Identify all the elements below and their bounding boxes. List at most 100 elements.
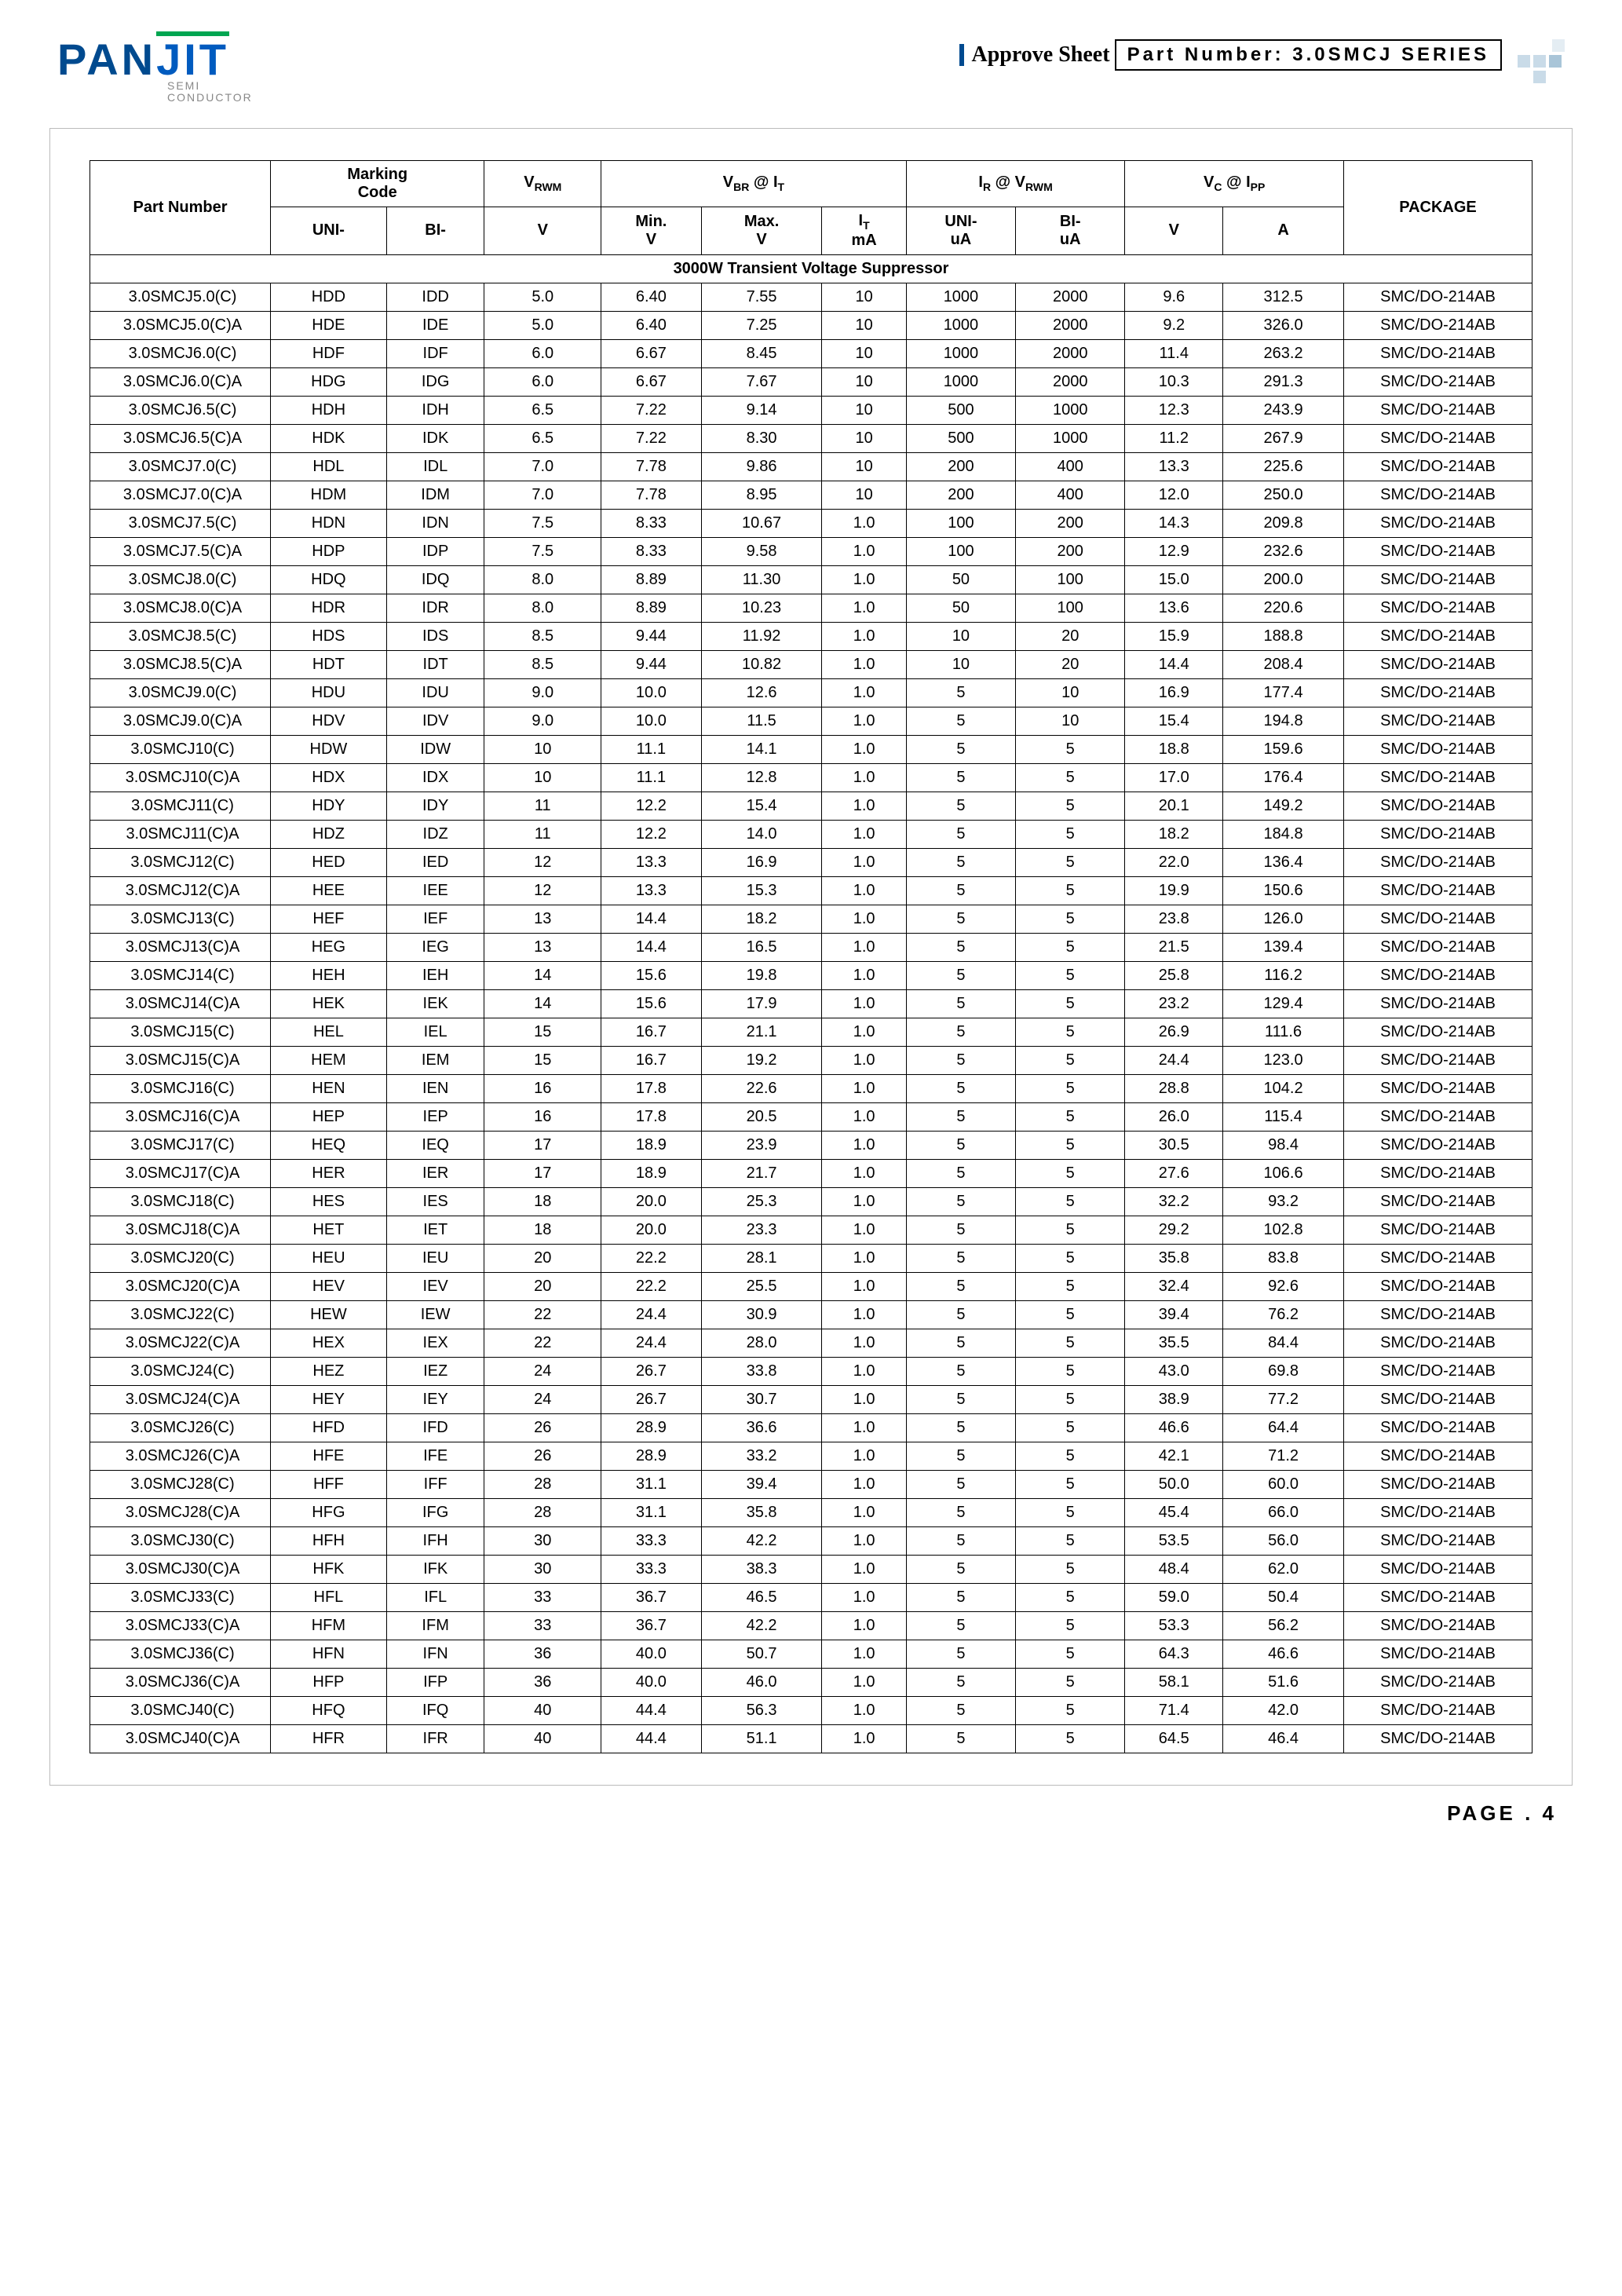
table-cell: 40.0 xyxy=(601,1640,702,1668)
table-cell: 18.2 xyxy=(1125,820,1223,848)
table-cell: HER xyxy=(271,1159,387,1187)
table-cell: SMC/DO-214AB xyxy=(1344,1385,1532,1413)
table-cell: 18.9 xyxy=(601,1159,702,1187)
table-cell: 5 xyxy=(906,1018,1015,1046)
table-row: 3.0SMCJ6.0(C)HDFIDF6.06.678.451010002000… xyxy=(90,339,1532,367)
table-cell: 200.0 xyxy=(1223,565,1344,594)
table-cell: HEX xyxy=(271,1329,387,1357)
table-cell: 3.0SMCJ17(C)A xyxy=(90,1159,271,1187)
table-cell: SMC/DO-214AB xyxy=(1344,678,1532,707)
table-cell: 8.33 xyxy=(601,537,702,565)
table-cell: 1000 xyxy=(906,367,1015,396)
col-ir: IR @ VRWM xyxy=(906,160,1125,207)
table-cell: 71.4 xyxy=(1125,1696,1223,1724)
col-package: PACKAGE xyxy=(1344,160,1532,254)
table-cell: IEQ xyxy=(386,1131,484,1159)
table-cell: 5 xyxy=(1016,961,1125,989)
table-cell: 5 xyxy=(906,792,1015,820)
table-cell: HDF xyxy=(271,339,387,367)
table-cell: 5 xyxy=(1016,1074,1125,1102)
table-cell: 20 xyxy=(484,1272,601,1300)
table-cell: 100 xyxy=(1016,594,1125,622)
table-cell: 15.9 xyxy=(1125,622,1223,650)
table-cell: 194.8 xyxy=(1223,707,1344,735)
section-title: 3000W Transient Voltage Suppressor xyxy=(90,254,1532,283)
table-cell: HFR xyxy=(271,1724,387,1753)
table-cell: IEM xyxy=(386,1046,484,1074)
table-row: 3.0SMCJ8.5(C)HDSIDS8.59.4411.921.0102015… xyxy=(90,622,1532,650)
table-cell: 5 xyxy=(906,876,1015,905)
table-row: 3.0SMCJ16(C)HENIEN1617.822.61.05528.8104… xyxy=(90,1074,1532,1102)
table-row: 3.0SMCJ16(C)AHEPIEP1617.820.51.05526.011… xyxy=(90,1102,1532,1131)
table-cell: 22.2 xyxy=(601,1244,702,1272)
table-cell: 10 xyxy=(822,396,906,424)
table-cell: SMC/DO-214AB xyxy=(1344,1498,1532,1526)
table-cell: SMC/DO-214AB xyxy=(1344,650,1532,678)
table-cell: 50.7 xyxy=(701,1640,822,1668)
table-cell: 3.0SMCJ16(C)A xyxy=(90,1102,271,1131)
table-cell: HEU xyxy=(271,1244,387,1272)
table-cell: HDZ xyxy=(271,820,387,848)
table-cell: 1.0 xyxy=(822,735,906,763)
table-cell: HFQ xyxy=(271,1696,387,1724)
table-cell: 1.0 xyxy=(822,707,906,735)
table-cell: 8.95 xyxy=(701,481,822,509)
table-cell: 28.8 xyxy=(1125,1074,1223,1102)
table-cell: 22 xyxy=(484,1329,601,1357)
table-cell: HDP xyxy=(271,537,387,565)
table-cell: 10 xyxy=(906,650,1015,678)
table-row: 3.0SMCJ6.5(C)HDHIDH6.57.229.141050010001… xyxy=(90,396,1532,424)
table-cell: 3.0SMCJ12(C)A xyxy=(90,876,271,905)
table-cell: 5 xyxy=(906,905,1015,933)
table-cell: 1.0 xyxy=(822,1046,906,1074)
table-cell: 136.4 xyxy=(1223,848,1344,876)
table-cell: 18 xyxy=(484,1187,601,1216)
table-row: 3.0SMCJ10(C)HDWIDW1011.114.11.05518.8159… xyxy=(90,735,1532,763)
table-cell: IDT xyxy=(386,650,484,678)
table-cell: 2000 xyxy=(1016,367,1125,396)
table-cell: 18 xyxy=(484,1216,601,1244)
table-cell: HDS xyxy=(271,622,387,650)
table-cell: 3.0SMCJ11(C)A xyxy=(90,820,271,848)
table-cell: 50.0 xyxy=(1125,1470,1223,1498)
table-cell: 15.4 xyxy=(701,792,822,820)
table-cell: 20.0 xyxy=(601,1187,702,1216)
table-cell: 3.0SMCJ24(C)A xyxy=(90,1385,271,1413)
table-cell: HFN xyxy=(271,1640,387,1668)
table-cell: 5.0 xyxy=(484,311,601,339)
table-cell: 9.0 xyxy=(484,707,601,735)
table-cell: 5 xyxy=(906,763,1015,792)
table-cell: 1.0 xyxy=(822,1131,906,1159)
table-cell: SMC/DO-214AB xyxy=(1344,1640,1532,1668)
table-cell: 10.0 xyxy=(601,678,702,707)
table-cell: 22.0 xyxy=(1125,848,1223,876)
table-cell: SMC/DO-214AB xyxy=(1344,283,1532,311)
table-cell: HDT xyxy=(271,650,387,678)
table-cell: 3.0SMCJ15(C)A xyxy=(90,1046,271,1074)
table-cell: 13.3 xyxy=(1125,452,1223,481)
table-cell: 46.6 xyxy=(1223,1640,1344,1668)
table-cell: IDL xyxy=(386,452,484,481)
table-cell: SMC/DO-214AB xyxy=(1344,989,1532,1018)
table-cell: 9.6 xyxy=(1125,283,1223,311)
table-cell: 209.8 xyxy=(1223,509,1344,537)
table-cell: HEE xyxy=(271,876,387,905)
table-cell: 38.3 xyxy=(701,1555,822,1583)
table-cell: 5.0 xyxy=(484,283,601,311)
table-cell: 13 xyxy=(484,933,601,961)
table-cell: 5 xyxy=(906,1102,1015,1131)
table-cell: 17.8 xyxy=(601,1102,702,1131)
table-cell: 13.6 xyxy=(1125,594,1223,622)
table-cell: 3.0SMCJ10(C) xyxy=(90,735,271,763)
table-row: 3.0SMCJ5.0(C)AHDEIDE5.06.407.25101000200… xyxy=(90,311,1532,339)
table-cell: 5 xyxy=(906,1696,1015,1724)
table-cell: 10.23 xyxy=(701,594,822,622)
table-cell: HDG xyxy=(271,367,387,396)
table-row: 3.0SMCJ9.0(C)HDUIDU9.010.012.61.051016.9… xyxy=(90,678,1532,707)
table-cell: 1000 xyxy=(1016,424,1125,452)
table-cell: 8.33 xyxy=(601,509,702,537)
table-cell: SMC/DO-214AB xyxy=(1344,820,1532,848)
table-cell: 1.0 xyxy=(822,989,906,1018)
table-cell: 1.0 xyxy=(822,1329,906,1357)
table-cell: IEY xyxy=(386,1385,484,1413)
